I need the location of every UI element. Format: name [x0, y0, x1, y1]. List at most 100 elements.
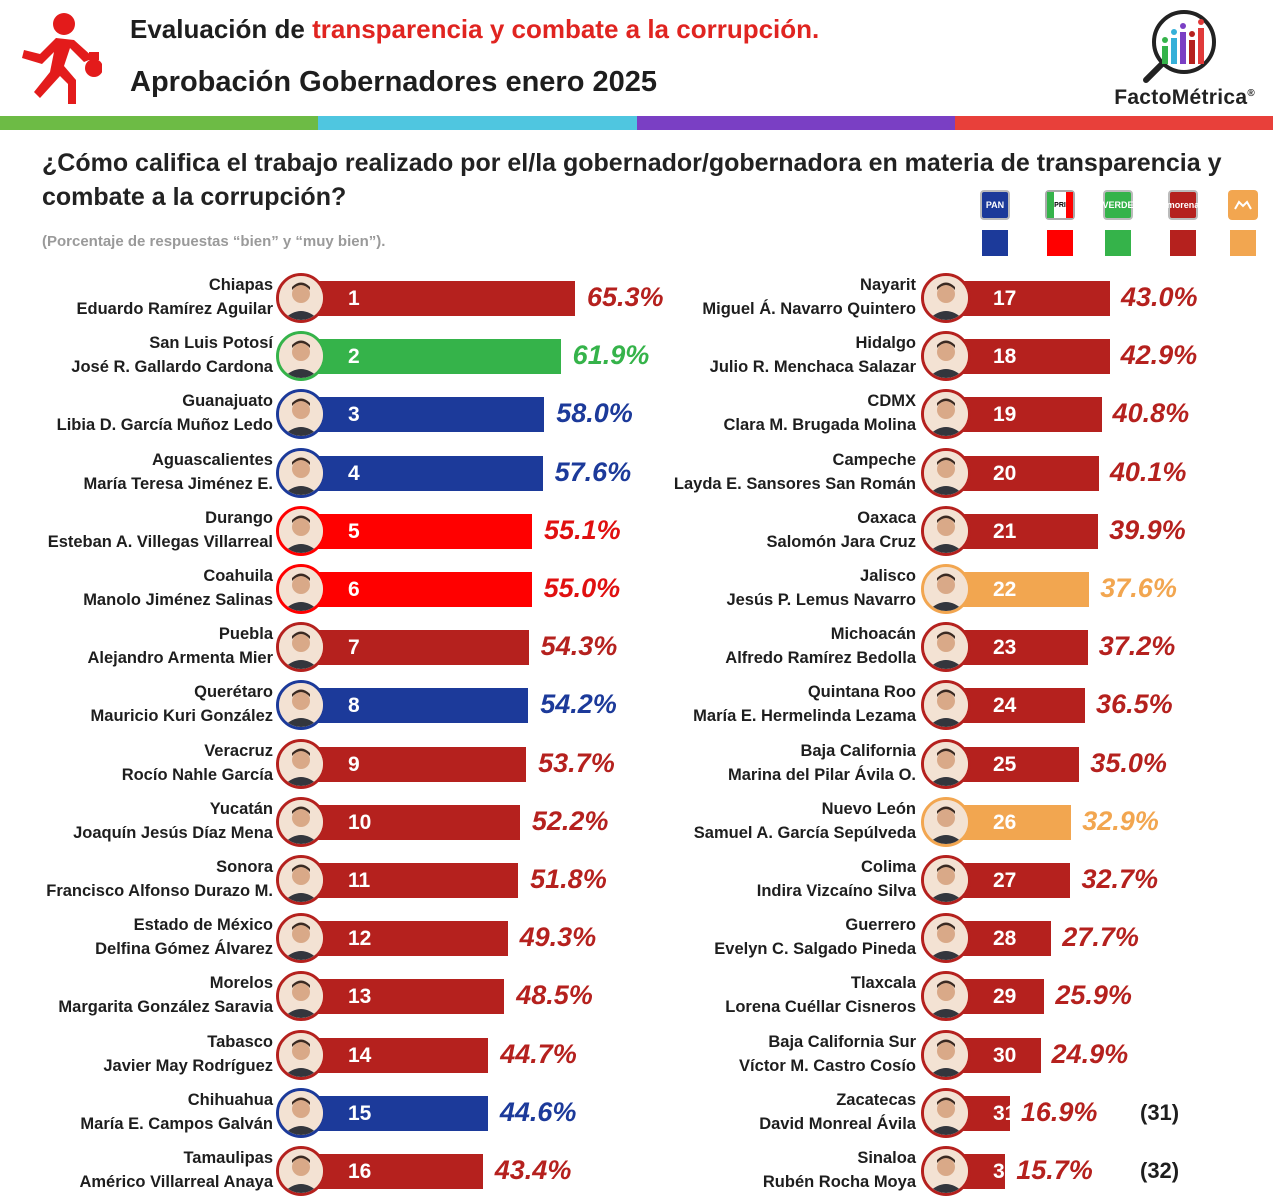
rank-label: 23	[993, 636, 1017, 660]
rank-label: 3	[348, 403, 360, 427]
governor-photo	[276, 1087, 326, 1138]
rank-label: 1	[348, 287, 360, 310]
governor-photo	[276, 1029, 326, 1080]
value-label: 57.6%	[554, 456, 632, 487]
bar	[300, 1095, 488, 1131]
governor-photo	[276, 447, 326, 498]
governor-name: Alfredo Ramírez Bedolla	[725, 649, 916, 668]
governor-photo	[921, 1146, 971, 1196]
rank-label: 27	[993, 869, 1017, 892]
value-label: 32.7%	[1081, 864, 1159, 894]
governor-label: Sonora Francisco Alfonso Durazo M.	[46, 855, 273, 903]
governor-label: Sinaloa Rubén Rocha Moya	[763, 1146, 916, 1194]
governor-label: Veracruz Rocío Nahle García	[122, 739, 273, 787]
bar	[300, 339, 561, 375]
state-name: Baja California Sur	[768, 1032, 916, 1051]
value-label: 40.1%	[1109, 456, 1187, 487]
state-name: Querétaro	[194, 683, 273, 702]
governor-label: Nuevo León Samuel A. García Sepúlveda	[694, 797, 916, 845]
rank-label: 20	[993, 461, 1017, 485]
governor-photo	[276, 331, 326, 382]
governor-photo	[276, 505, 326, 556]
bar	[300, 1037, 489, 1073]
value-label: 24.9%	[1051, 1038, 1129, 1069]
governor-photo	[921, 913, 971, 964]
rank-label: 14	[348, 1043, 372, 1067]
governor-name: Indira Vizcaíno Silva	[756, 882, 916, 900]
governor-name: Salomón Jara Cruz	[766, 532, 916, 551]
brand-name: FactoMétrica®	[1114, 86, 1255, 110]
governor-label: Nayarit Miguel Á. Navarro Quintero	[702, 273, 916, 321]
governor-label: Jalisco Jesús P. Lemus Navarro	[726, 564, 916, 612]
rank-label: 29	[993, 985, 1017, 1009]
bar	[300, 572, 532, 607]
governor-photo	[276, 855, 326, 905]
governor-photo	[921, 971, 971, 1022]
governor-name: Samuel A. García Sepúlveda	[693, 823, 916, 842]
governor-photo	[921, 273, 971, 323]
morena-logo-icon: morena	[1166, 190, 1200, 220]
governor-name: José R. Gallardo Cardona	[71, 358, 273, 377]
bar	[300, 455, 543, 491]
governor-photo	[276, 738, 326, 789]
rank-label: 24	[993, 694, 1017, 718]
governor-label: Colima Indira Vizcaíno Silva	[757, 855, 916, 903]
value-label: 44.6%	[499, 1096, 577, 1127]
state-name: Veracruz	[204, 741, 273, 760]
governor-photo	[921, 855, 971, 905]
rank-label: 32	[993, 1160, 1017, 1183]
value-label: 55.0%	[543, 573, 621, 603]
party-swatch-pri	[1047, 230, 1073, 256]
governor-name: Américo Villarreal Anaya	[79, 1173, 273, 1191]
bar	[945, 339, 1110, 375]
governor-name: Delfina Gómez Álvarez	[95, 940, 273, 959]
governor-photo	[921, 1029, 971, 1080]
rank-extra-label: (32)	[1140, 1158, 1180, 1183]
party-swatch-morena	[1170, 230, 1196, 256]
governor-name: Eduardo Ramírez Aguilar	[76, 300, 273, 318]
value-label: 15.7%	[1016, 1155, 1093, 1185]
governor-photo	[921, 331, 971, 382]
rank-extra-label: (31)	[1140, 1099, 1180, 1125]
rank-label: 16	[348, 1160, 372, 1183]
rank-label: 8	[348, 694, 360, 718]
value-label: 37.6%	[1100, 573, 1177, 603]
state-name: Coahuila	[203, 567, 273, 585]
governor-name: Javier May Rodríguez	[103, 1056, 273, 1075]
governor-label: CDMX Clara M. Brugada Molina	[723, 389, 916, 437]
value-label: 48.5%	[516, 980, 593, 1011]
rank-label: 19	[993, 403, 1017, 427]
header-subtitle: Aprobación Gobernadores enero 2025	[130, 66, 657, 98]
rank-label: 5	[348, 519, 360, 543]
value-label: 16.9%	[1020, 1096, 1098, 1127]
state-name: Hidalgo	[855, 334, 917, 353]
governor-label: Yucatán Joaquín Jesús Díaz Mena	[73, 797, 273, 845]
governor-label: Durango Esteban A. Villegas Villarreal	[48, 506, 273, 554]
rank-label: 4	[348, 461, 360, 485]
governor-name: Rocío Nahle García	[121, 765, 273, 784]
value-label: 44.7%	[500, 1038, 577, 1069]
state-name: Sinaloa	[857, 1149, 916, 1167]
stripe-red	[954, 116, 1273, 130]
value-label: 58.0%	[556, 398, 633, 429]
governor-label: Baja California Marina del Pilar Ávila O.	[728, 739, 916, 787]
governor-label: Tlaxcala Lorena Cuéllar Cisneros	[725, 971, 916, 1019]
governor-photo	[921, 1087, 971, 1138]
governor-photo	[921, 622, 971, 673]
state-name: Tlaxcala	[850, 974, 916, 993]
verde-logo-icon: VERDE	[1103, 190, 1134, 220]
governor-name: Libia D. García Muñoz Ledo	[56, 416, 273, 435]
bar	[945, 397, 1102, 433]
value-label: 36.5%	[1096, 689, 1173, 720]
governor-name: María E. Hermelinda Lezama	[693, 707, 916, 726]
state-name: Quintana Roo	[807, 683, 916, 702]
party-logo-label: morena	[1166, 200, 1200, 210]
rank-label: 2	[348, 345, 360, 369]
bar	[300, 281, 575, 316]
governor-label: Estado de México Delfina Gómez Álvarez	[95, 913, 273, 961]
governor-photo	[276, 564, 326, 614]
governor-label: Baja California Sur Víctor M. Castro Cosí…	[739, 1030, 916, 1078]
governor-photo	[276, 273, 326, 323]
value-label: 51.8%	[530, 864, 607, 894]
governor-label: Tabasco Javier May Rodríguez	[103, 1030, 273, 1078]
